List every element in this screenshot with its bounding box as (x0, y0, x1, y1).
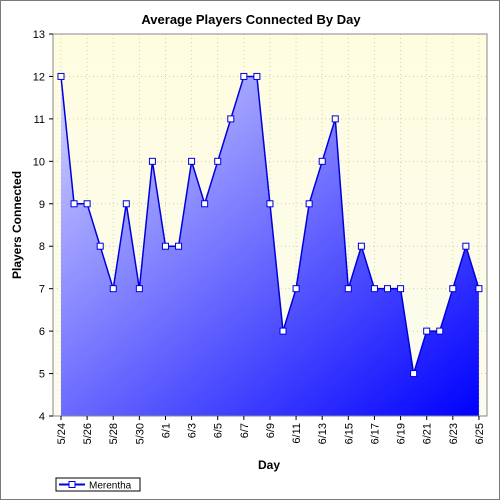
x-tick-label: 6/7 (239, 423, 251, 438)
data-point-marker (279, 327, 287, 335)
data-point-marker (148, 157, 156, 165)
x-tick-label: 5/24 (56, 423, 68, 444)
x-tick-label: 6/1 (160, 423, 172, 438)
y-tick-label: 5 (39, 369, 45, 381)
x-tick-label: 5/30 (134, 423, 146, 444)
series-area-fill (61, 76, 479, 416)
x-tick-label: 6/9 (265, 423, 277, 438)
data-point-marker (214, 157, 222, 165)
y-axis-title: Players Connected (10, 171, 24, 279)
data-point-marker (188, 157, 196, 165)
data-point-marker (318, 157, 326, 165)
x-tick-label: 6/25 (474, 423, 486, 444)
data-point-marker (436, 327, 444, 335)
y-tick-label: 8 (39, 241, 45, 253)
x-axis-title: Day (258, 458, 280, 472)
data-point-marker (109, 285, 117, 293)
y-tick-label: 6 (39, 326, 45, 338)
x-tick-label: 6/5 (213, 423, 225, 438)
data-point-marker (331, 115, 339, 123)
data-point-marker (449, 285, 457, 293)
x-tick-label: 5/28 (108, 423, 120, 444)
data-point-marker (305, 200, 313, 208)
data-markers (57, 72, 483, 378)
x-tick-label: 6/3 (187, 423, 199, 438)
data-point-marker (175, 242, 183, 250)
data-point-marker (357, 242, 365, 250)
x-tick-label: 6/21 (422, 423, 434, 444)
data-point-marker (253, 72, 261, 80)
x-tick-label: 5/26 (82, 423, 94, 444)
data-point-marker (462, 242, 470, 250)
data-point-marker (227, 115, 235, 123)
legend: Merentha (55, 477, 141, 492)
data-point-marker (370, 285, 378, 293)
legend-box (55, 477, 141, 492)
y-axis-ticks: 4 5 6 7 8 9 10 11 12 13 (33, 29, 53, 423)
data-point-marker (57, 72, 65, 80)
x-tick-label: 6/23 (448, 423, 460, 444)
x-tick-label: 6/13 (317, 423, 329, 444)
data-point-marker (384, 285, 391, 293)
y-tick-label: 11 (34, 114, 45, 126)
data-point-marker (122, 200, 130, 208)
data-point-marker (410, 370, 418, 378)
data-point-marker (397, 285, 405, 293)
legend-swatch-marker (68, 481, 76, 488)
x-tick-label: 6/15 (343, 423, 355, 444)
x-tick-label: 6/19 (396, 423, 408, 444)
data-point-marker (83, 200, 91, 208)
chart-title: Average Players Connected By Day (141, 12, 361, 27)
data-point-marker (292, 285, 300, 293)
y-tick-label: 7 (39, 284, 45, 296)
y-tick-label: 12 (33, 71, 45, 83)
data-point-marker (266, 200, 274, 208)
data-point-marker (135, 285, 143, 293)
y-tick-label: 4 (39, 411, 45, 423)
data-point-marker (344, 285, 352, 293)
data-point-marker (70, 200, 78, 208)
y-tick-label: 13 (33, 29, 45, 41)
y-tick-label: 9 (39, 199, 45, 211)
x-tick-label: 6/11 (291, 423, 303, 444)
data-point-marker (240, 72, 248, 80)
data-point-marker (475, 285, 483, 293)
data-point-marker (423, 327, 431, 335)
legend-label: Merentha (89, 481, 132, 492)
x-axis-ticks: 5/24 5/26 5/28 5/30 6/1 6/3 6/5 6/7 6/9 6/11 6/13 6… (56, 416, 486, 444)
y-tick-label: 10 (33, 156, 45, 168)
data-point-marker (96, 242, 104, 250)
data-point-marker (201, 200, 209, 208)
data-point-marker (161, 242, 169, 250)
x-tick-label: 6/17 (369, 423, 381, 444)
